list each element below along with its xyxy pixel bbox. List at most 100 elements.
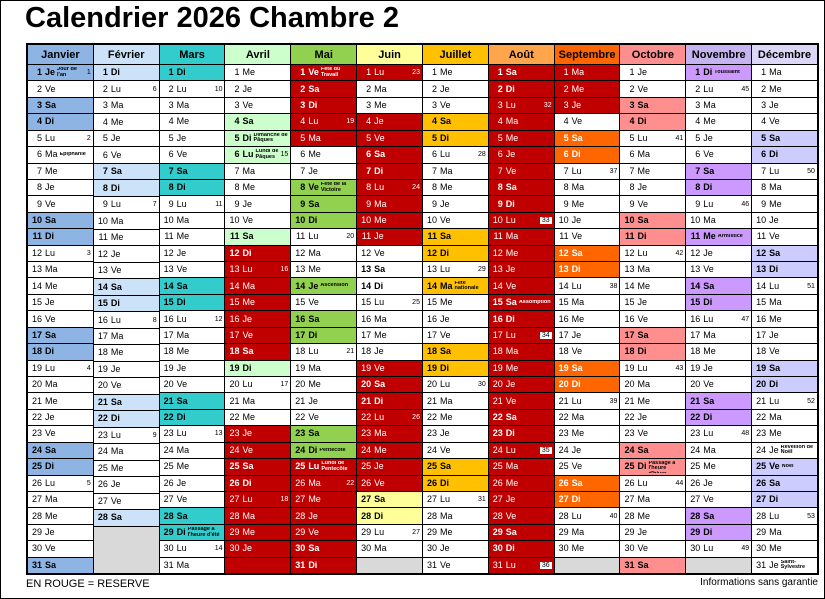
day-cell: 19 Lu 43 (620, 361, 686, 378)
weekday-label: Je (242, 198, 252, 209)
weekday-label: Lu (439, 494, 450, 505)
day-cell: 21 Lu 39 (554, 393, 620, 410)
day-cell: 9 Me (752, 196, 817, 213)
day-cell: 30 Je (422, 541, 488, 558)
day-number: 26 (97, 479, 108, 490)
weekday-label: Ma (769, 297, 782, 308)
weekday-label: Sa (374, 379, 386, 390)
day-cell: 22 Je (620, 410, 686, 427)
week-number: 49 (741, 545, 750, 553)
weekday-label: Je (439, 428, 450, 439)
day-cell: 30 Lu 14 (159, 541, 225, 558)
weekday-label: Me (242, 67, 255, 78)
day-number: 8 (761, 182, 767, 193)
day-cell: 15 Sa Assomption (488, 294, 554, 312)
week-number: 47 (741, 315, 750, 323)
day-cell: 2 Lu 10 (159, 81, 225, 98)
day-cell: 26 Je (93, 477, 159, 494)
day-number: 24 (756, 444, 767, 455)
weekday-label: Ve (45, 313, 56, 324)
weekday-label: Di (308, 444, 318, 455)
weekday-label: Ve (374, 132, 385, 143)
day-number: 24 (31, 444, 42, 455)
weekday-label: Sa (45, 100, 57, 111)
day-number: 10 (229, 215, 240, 225)
weekday-label: Ma (45, 494, 58, 505)
day-number: 7 (695, 165, 701, 176)
day-number: 30 (163, 543, 174, 554)
weekday-label: Di (308, 100, 318, 111)
day-number: 5 (629, 132, 635, 143)
day-cell: 18 Sa (225, 344, 291, 361)
weekday-label: Je (242, 543, 252, 554)
weekday-label: Sa (637, 444, 649, 455)
weekday-label: Ve (703, 149, 714, 160)
day-number: 16 (163, 313, 174, 324)
day-number: 5 (497, 132, 503, 143)
day-cell: 14 Di (357, 278, 422, 295)
day-cell: 8 Sa (488, 179, 554, 197)
day-number: 30 (756, 543, 767, 554)
day-cell: 31 Di (291, 557, 357, 574)
day-cell: 19 Sa (554, 360, 620, 378)
weekday-label: Je (242, 83, 252, 94)
weekday-label: Ma (374, 543, 387, 554)
weekday-label: Je (505, 149, 516, 160)
day-number: 14 (163, 280, 174, 291)
day-cell: 12 Di (422, 245, 488, 263)
day-number: 29 (624, 527, 635, 538)
day-number: 1 (629, 67, 635, 78)
day-number: 9 (36, 198, 42, 209)
weekday-label: Je (571, 215, 582, 225)
weekday-label: Ve (571, 116, 583, 127)
day-number: 14 (97, 281, 108, 292)
day-number: 19 (426, 362, 437, 373)
day-number: 7 (629, 165, 635, 176)
day-number: 26 (690, 477, 701, 488)
weekday-label: Di (45, 461, 54, 472)
weekday-label: Me (571, 313, 585, 324)
weekday-label: Lu (703, 543, 714, 554)
day-cell: 15 Ma (752, 295, 817, 312)
weekday-label: Di (176, 182, 186, 193)
weekday-label: Lu (374, 412, 385, 423)
weekday-label: Me (439, 527, 453, 538)
day-cell: 4 Sa (225, 114, 291, 131)
day-cell: 13 Di (752, 262, 817, 279)
weekday-label: Ve (637, 83, 648, 94)
day-number: 21 (756, 395, 767, 406)
day-number: 13 (558, 264, 569, 275)
day-cell: 25 Ve Noël (752, 459, 817, 476)
day-number: 4 (431, 116, 437, 127)
day-cell: 9 Ve (28, 196, 93, 213)
weekday-label: Ve (374, 247, 385, 258)
holiday-label: Assomption (518, 299, 551, 305)
day-cell: 12 Lu 3 (28, 246, 93, 263)
weekday-label: Di (769, 149, 779, 160)
day-number: 15 (361, 297, 372, 308)
weekday-label: Lu (571, 395, 582, 406)
day-number: 18 (690, 346, 701, 357)
weekday-label: Je (45, 297, 55, 308)
weekday-label: Sa (110, 281, 122, 292)
day-number: 1 (366, 67, 372, 78)
day-cell: 23 Ve (28, 426, 93, 443)
day-cell: 12 Lu 42 (620, 246, 686, 263)
day-cell: 12 Sa (554, 245, 620, 263)
week-number: 11 (215, 200, 223, 208)
day-cell: 12 Sa (752, 245, 817, 263)
day-cell: 3 Ve (422, 98, 488, 115)
week-number: 27 (412, 529, 420, 537)
week-number: 37 (609, 167, 618, 175)
weekday-label: Di (110, 182, 120, 193)
day-number: 29 (492, 527, 503, 538)
day-cell: 25 Di (28, 459, 93, 476)
day-cell: 8 Lu 24 (357, 179, 422, 197)
weekday-label: Di (439, 362, 449, 373)
day-cell: 3 Sa (620, 97, 686, 115)
weekday-label: Je (242, 313, 252, 324)
day-number: 26 (31, 477, 42, 488)
day-cell: 20 Ve (159, 377, 225, 394)
holiday-label: Toussaint (714, 69, 740, 75)
day-number: 22 (229, 412, 240, 423)
